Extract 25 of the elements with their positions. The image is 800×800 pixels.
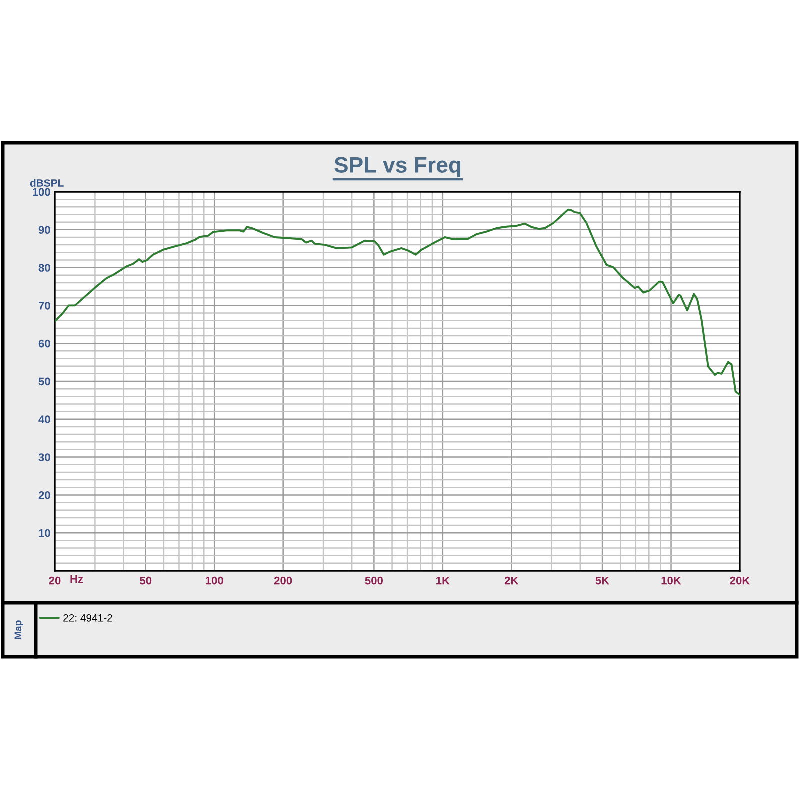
y-tick-label: 90 (38, 226, 50, 234)
x-tick-label: 50 (140, 576, 152, 585)
x-tick-label: 500 (365, 576, 384, 585)
y-tick-label: 100 (32, 188, 50, 196)
y-tick-label: 50 (38, 378, 50, 386)
x-axis-title: Hz (70, 575, 84, 584)
y-tick-label: 80 (38, 264, 50, 272)
legend-label: 22: 4941-2 (64, 614, 112, 622)
x-tick-label: 10K (662, 576, 682, 585)
y-axis-title: dBSPL (30, 179, 64, 187)
y-tick-label: 60 (38, 340, 50, 348)
text: Map (14, 620, 24, 640)
x-tick-label: 2K (504, 576, 519, 585)
y-tick-label: 70 (38, 302, 50, 310)
x-tick-label: 1K (436, 576, 450, 585)
y-tick-label: 30 (38, 454, 50, 462)
x-tick-label: 5K (596, 576, 610, 585)
x-tick-label: 200 (274, 576, 292, 585)
y-tick-label: 10 (39, 529, 50, 538)
y-tick-label: 20 (38, 491, 50, 500)
x-tick-label: 20K (730, 576, 750, 585)
x-tick-label: 100 (206, 576, 224, 585)
chart-title: SPL vs Freq (334, 157, 461, 178)
y-tick-label: 40 (38, 416, 50, 424)
x-tick-label: 20 (49, 576, 61, 585)
